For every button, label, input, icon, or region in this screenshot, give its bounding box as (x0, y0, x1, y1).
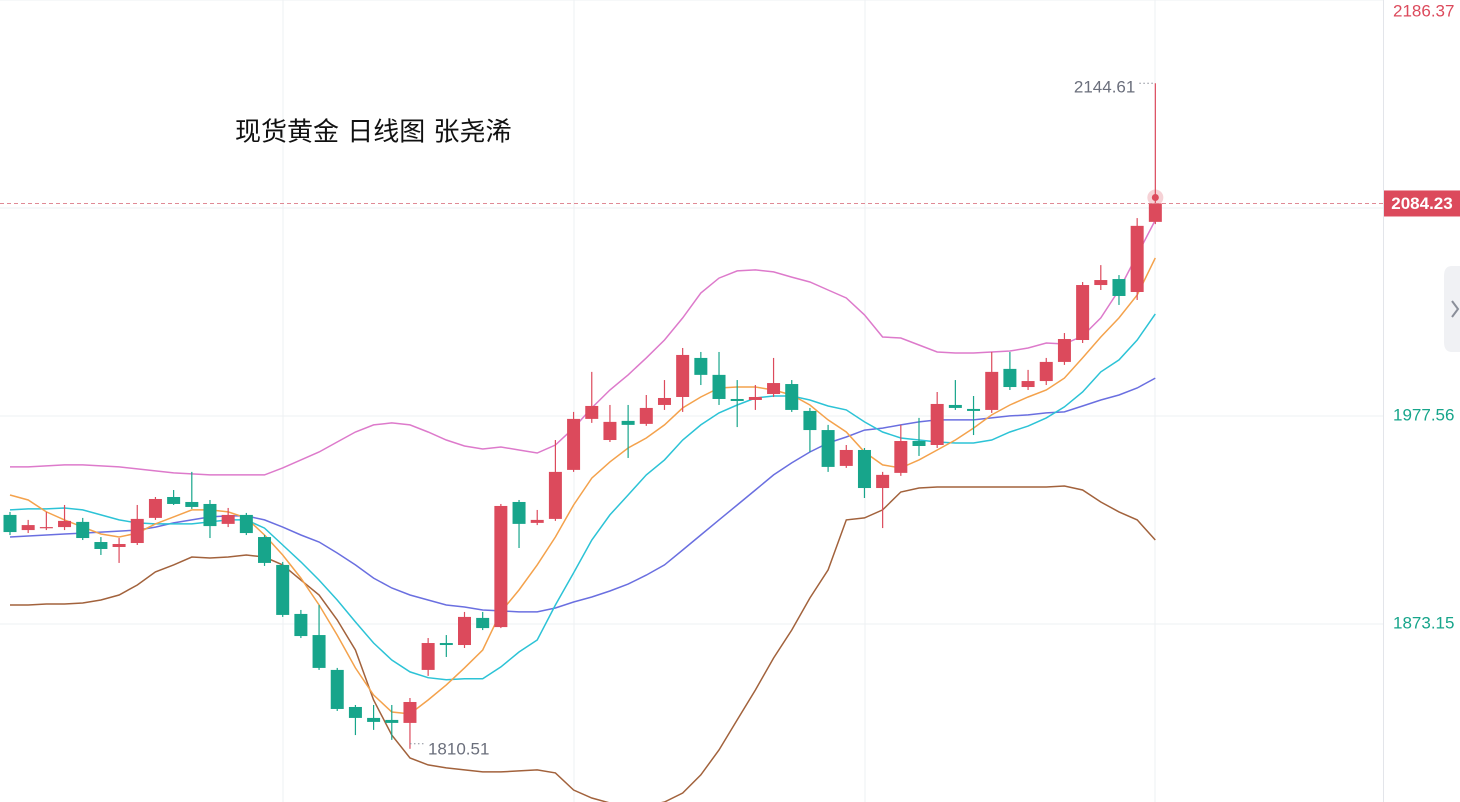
price-dot (1151, 193, 1159, 201)
candle-body (676, 354, 690, 397)
candle-body (876, 474, 890, 489)
candle-body (1003, 368, 1017, 388)
candle-body (803, 410, 817, 431)
candle-body (185, 501, 199, 507)
candle-body (330, 669, 344, 709)
candle-body (294, 613, 308, 637)
candle-body (3, 514, 17, 533)
candle-body (348, 706, 362, 718)
candle-body (1094, 280, 1108, 286)
candle-body (94, 542, 108, 549)
candle-body (985, 371, 999, 410)
candle-body (76, 521, 90, 539)
candle-body (512, 501, 526, 524)
indicator-line (9, 257, 1156, 715)
y-tick-label: 1977.56 (1393, 405, 1454, 424)
candle-body (530, 519, 544, 523)
candle-body (730, 398, 744, 401)
candle-body (621, 420, 635, 425)
candle-body (857, 449, 871, 489)
candle-body (167, 496, 181, 504)
candle-body (239, 514, 253, 534)
candle-body (403, 701, 417, 723)
candle-body (785, 384, 799, 410)
toggle-icon (1451, 300, 1460, 318)
indicator-line (9, 313, 1156, 681)
candle-body (767, 383, 781, 394)
candle-body (930, 403, 944, 445)
candle-body (1076, 285, 1090, 341)
candle-body (312, 635, 326, 668)
candle-body (839, 449, 853, 466)
price-label-box (1384, 190, 1460, 217)
candle-body (221, 514, 235, 524)
candle-body (367, 717, 381, 722)
indicator-line (10, 485, 1156, 802)
plot-area (0, 0, 1383, 802)
candle-body (694, 357, 708, 375)
candle-body (912, 441, 926, 446)
candle-body (1039, 361, 1053, 382)
toggle-button[interactable] (1444, 266, 1460, 352)
y-tick-label: 2186.37 (1393, 1, 1454, 20)
candle-body (1112, 279, 1126, 296)
candle-body (476, 617, 490, 629)
candle-body (712, 374, 726, 399)
candle-body (148, 498, 162, 518)
low-annotation: 1810.51 (428, 739, 489, 758)
candle-body (203, 503, 217, 527)
candle-body (385, 719, 399, 723)
candle-body (1148, 203, 1162, 222)
candle-body (603, 421, 617, 441)
candle-body (1021, 381, 1035, 388)
candle-body (21, 525, 35, 531)
candle-body (421, 643, 435, 670)
high-annotation: 2144.61 (1074, 78, 1135, 97)
candle-body (439, 643, 453, 646)
candle-body (1057, 339, 1071, 362)
candle-body (130, 518, 144, 544)
candle-body (1130, 225, 1144, 292)
candle-body (567, 418, 581, 470)
candle-body (548, 471, 562, 519)
indicator-line (10, 219, 1156, 476)
candle-body (458, 616, 471, 646)
candle-body (967, 408, 981, 411)
candle-body (112, 544, 126, 547)
candle-body (821, 430, 835, 467)
candle-body (748, 396, 762, 400)
candle-body (639, 407, 653, 424)
candle-body (948, 404, 962, 408)
candle-body (58, 520, 72, 528)
candle-body (494, 505, 508, 628)
indicator-line (9, 377, 1156, 613)
candle-body (657, 397, 671, 405)
y-tick-label: 1873.15 (1393, 613, 1454, 632)
price-label: 2084.23 (1391, 194, 1452, 213)
side-toggle[interactable] (1444, 266, 1460, 352)
candle-body (276, 564, 290, 615)
chart-title: 现货黄金 日线图 张尧浠 (235, 118, 512, 148)
candle-body (39, 527, 53, 529)
candle-body (894, 441, 908, 473)
candle-body (258, 537, 272, 563)
candle-body (585, 405, 599, 419)
